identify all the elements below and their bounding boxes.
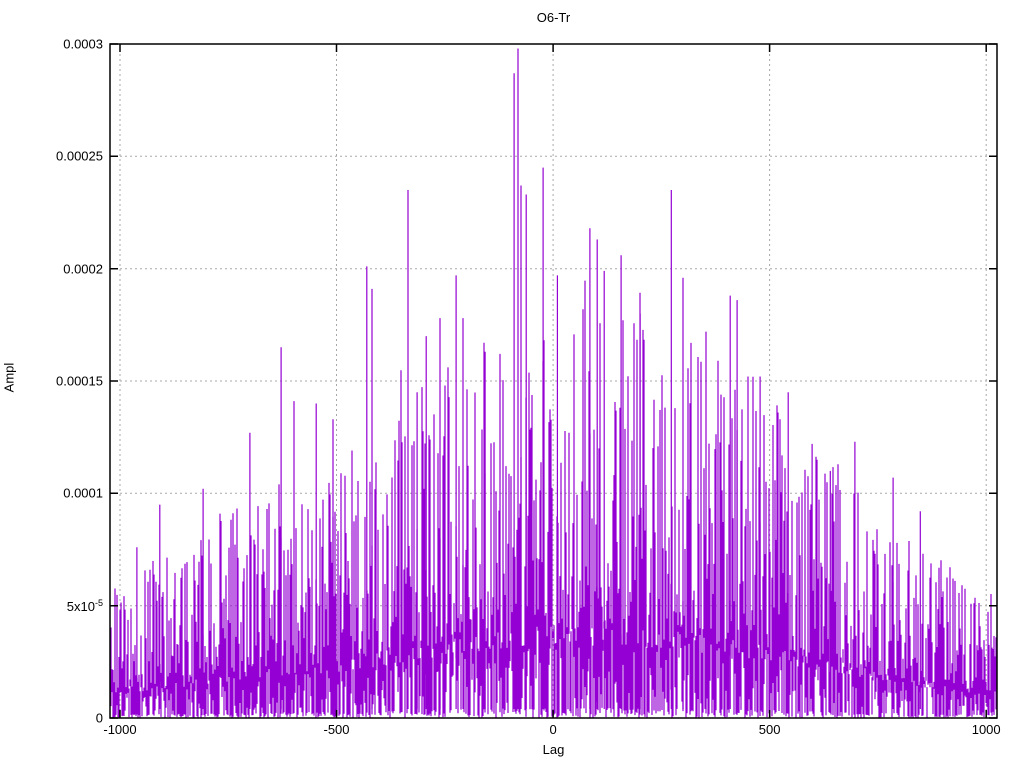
x-axis-label: Lag	[542, 742, 565, 757]
chart-title: O6-Tr	[536, 10, 571, 25]
x-tick-label: 1000	[971, 722, 1001, 737]
y-tick-label: 0	[95, 710, 103, 726]
grid-lines	[110, 44, 997, 718]
x-tick-label: -500	[323, 722, 350, 737]
y-tick-label: 0.00015	[56, 373, 103, 389]
y-tick-label: 0.00025	[56, 148, 103, 164]
tick-marks	[110, 43, 997, 719]
x-tick-label: 0	[549, 722, 557, 737]
y-tick-label: 0.0003	[63, 36, 103, 52]
series-peaks	[136, 48, 921, 709]
x-tick-label: -1000	[103, 722, 137, 737]
series-trace	[110, 280, 997, 718]
x-tick-label: 500	[758, 722, 781, 737]
y-tick-label: 5x10-5	[66, 597, 103, 614]
y-tick-label: 0.0002	[63, 261, 103, 277]
y-tick-label: 0.0001	[63, 485, 103, 501]
